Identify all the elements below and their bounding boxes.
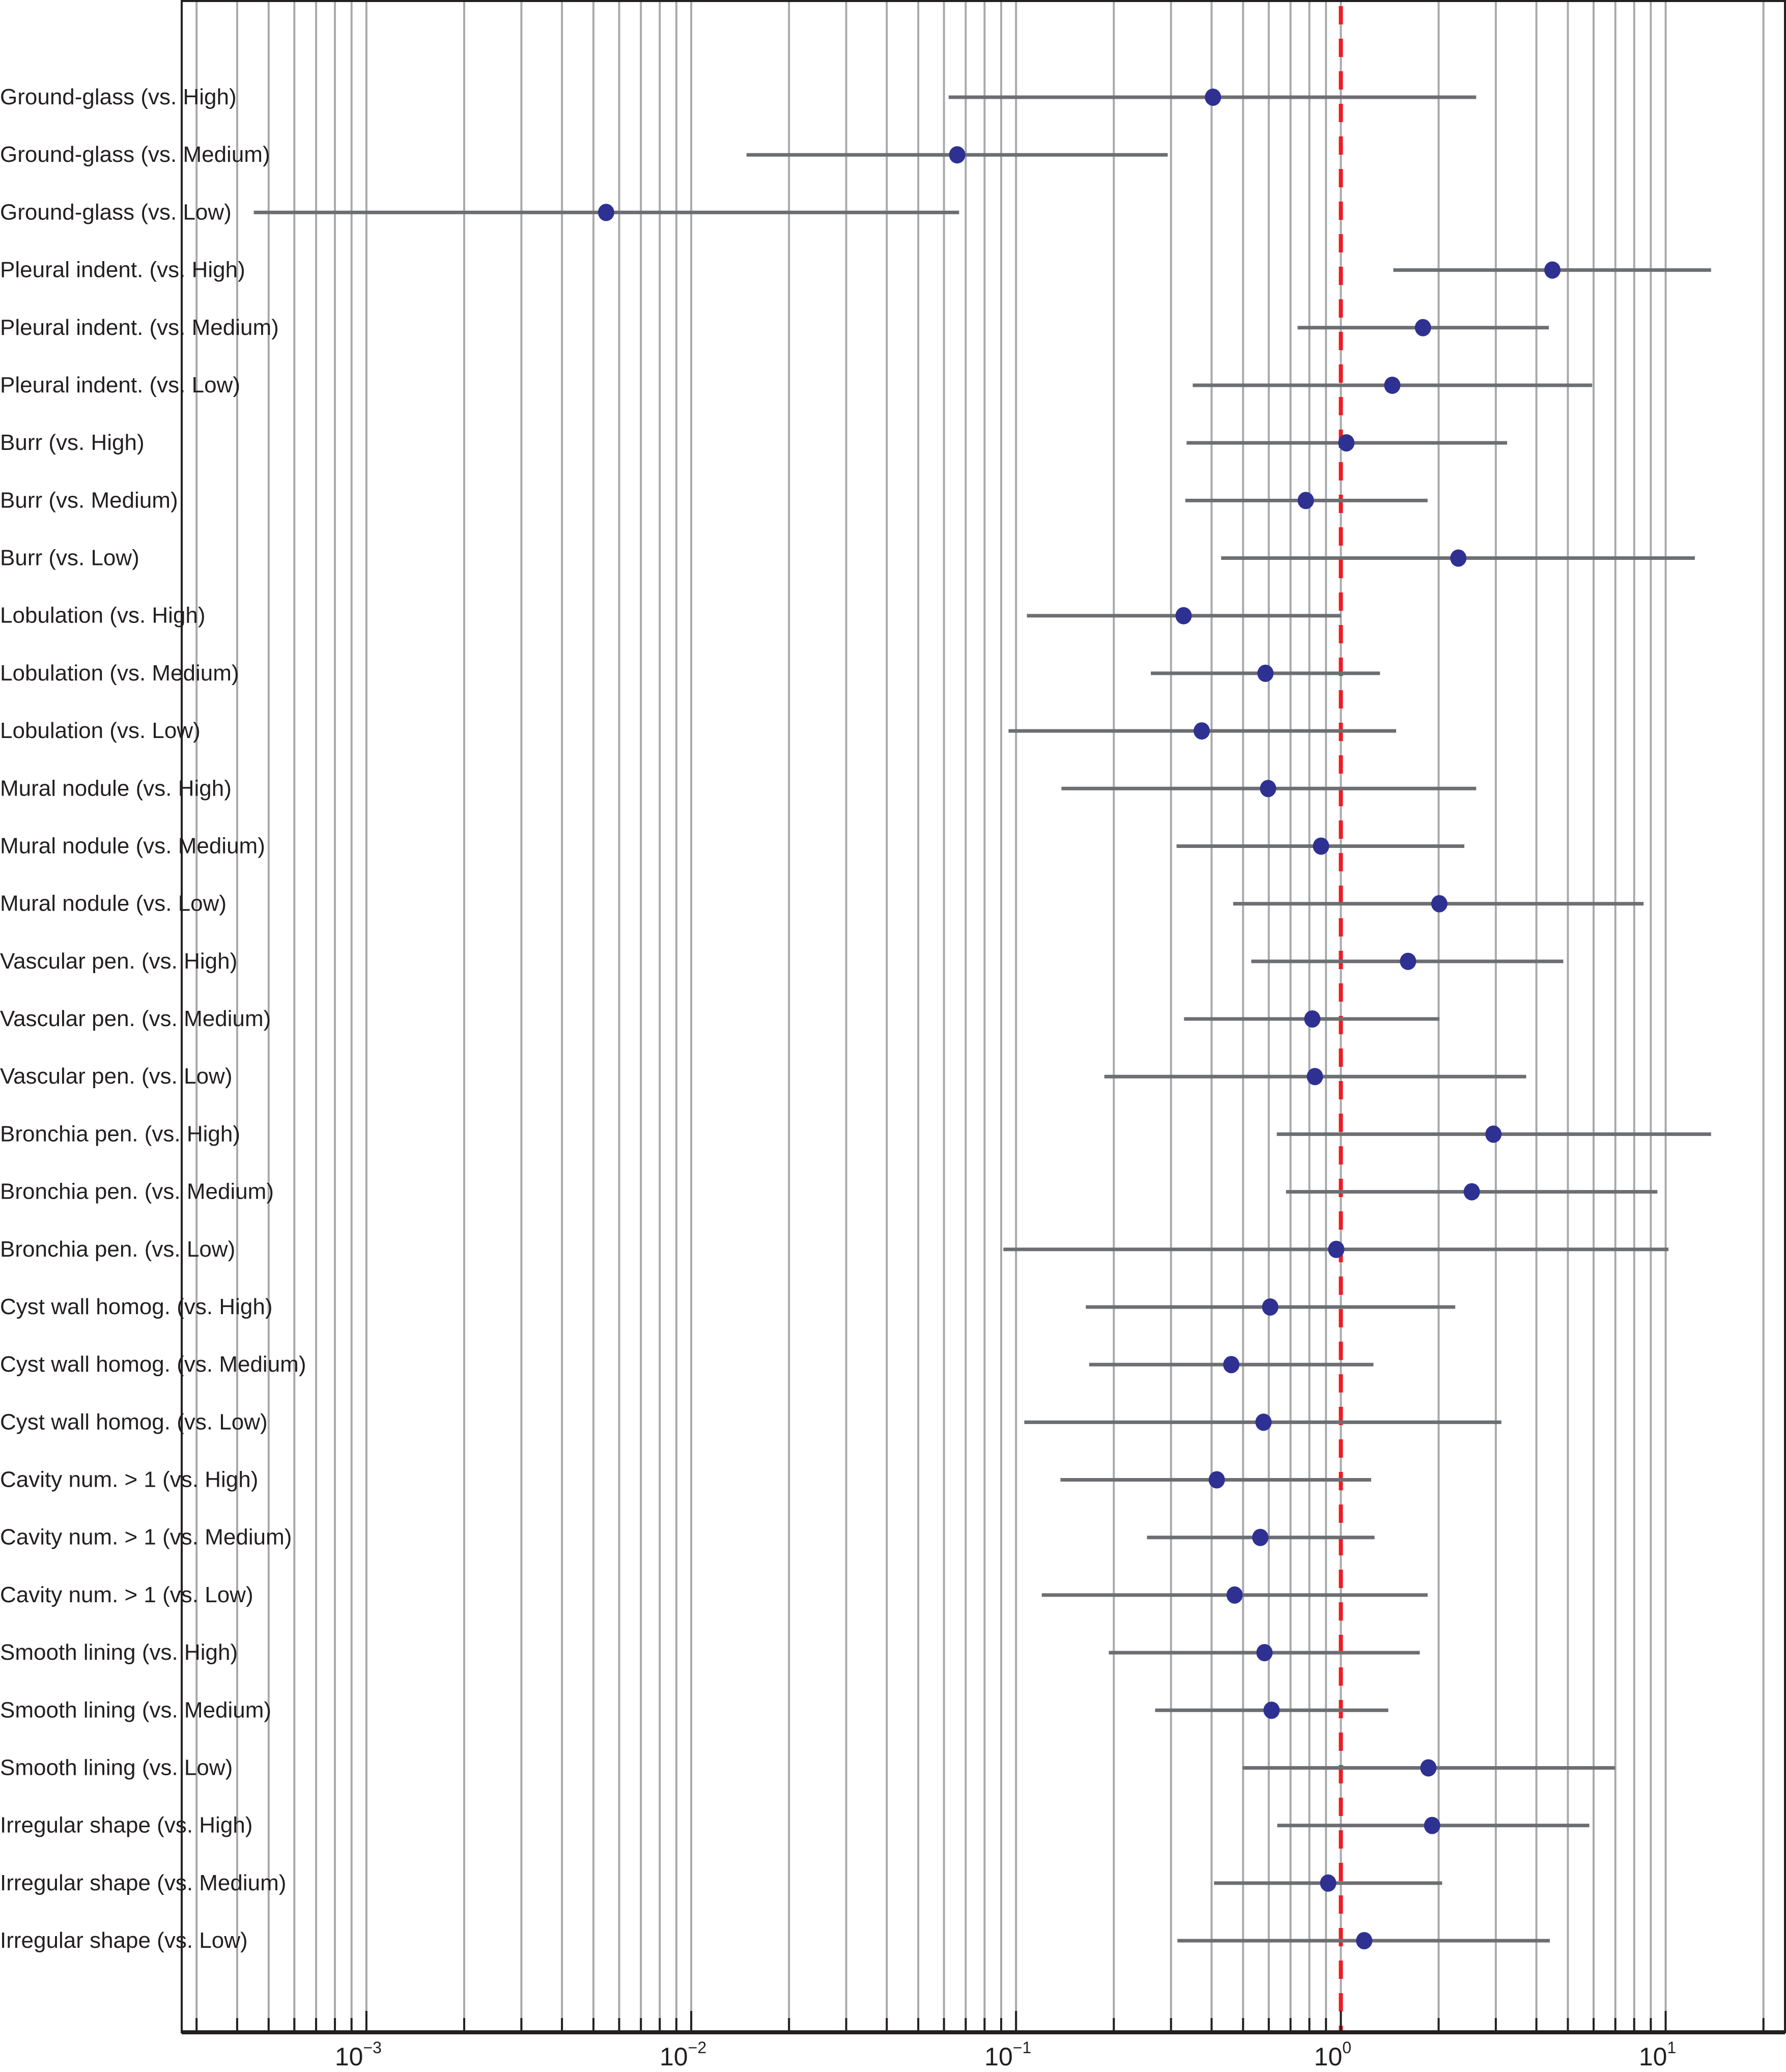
x-tick-labels: 10−3 10−2 10−1 100 101 — [335, 2038, 1676, 2071]
row-label: Mural nodule (vs. High) — [0, 776, 232, 801]
row-label: Irregular shape (vs. High) — [0, 1813, 252, 1838]
row-label: Cyst wall homog. (vs. Low) — [0, 1409, 268, 1434]
point-estimate — [949, 146, 966, 164]
row-label: Vascular pen. (vs. High) — [0, 949, 237, 974]
point-estimate — [1485, 1125, 1502, 1143]
point-estimate — [1414, 319, 1431, 336]
point-estimate — [1356, 1932, 1373, 1949]
point-estimate — [1205, 89, 1222, 106]
row-label: Ground-glass (vs. High) — [0, 84, 237, 109]
point-estimate — [1262, 1298, 1279, 1316]
point-estimate — [1400, 952, 1416, 970]
point-estimate — [1304, 1010, 1321, 1028]
gridlines — [195, 1, 1765, 2032]
point-estimate — [1307, 1068, 1323, 1086]
point-estimate — [1463, 1183, 1480, 1201]
tick-exponent: −3 — [363, 2038, 381, 2057]
row-label: Burr (vs. Medium) — [0, 488, 178, 513]
point-estimate — [1544, 261, 1561, 279]
point-estimate — [1256, 1644, 1273, 1662]
point-estimate — [1257, 664, 1274, 682]
row-label: Cyst wall homog. (vs. Medium) — [0, 1352, 306, 1377]
tick-base: 10 — [335, 2042, 363, 2071]
row-label: Vascular pen. (vs. Low) — [0, 1064, 232, 1089]
row-label: Burr (vs. Low) — [0, 546, 139, 571]
x-tick-label: 10−3 — [335, 2038, 382, 2071]
x-tick-label: 101 — [1639, 2038, 1676, 2071]
row-label: Lobulation (vs. High) — [0, 603, 206, 628]
point-estimate — [1424, 1816, 1440, 1834]
x-tick-label: 100 — [1314, 2038, 1351, 2071]
point-estimate — [598, 204, 614, 221]
point-estimate — [1252, 1528, 1269, 1546]
row-label: Mural nodule (vs. Low) — [0, 891, 226, 916]
row-label: Lobulation (vs. Medium) — [0, 661, 239, 686]
point-estimates — [598, 89, 1561, 1949]
row-label: Smooth lining (vs. Medium) — [0, 1697, 271, 1722]
point-estimate — [1320, 1874, 1337, 1892]
row-label: Pleural indent. (vs. Low) — [0, 373, 240, 398]
point-estimate — [1226, 1586, 1243, 1604]
row-label: Cyst wall homog. (vs. High) — [0, 1294, 272, 1319]
point-estimate — [1338, 434, 1355, 452]
row-label: Bronchia pen. (vs. High) — [0, 1121, 240, 1146]
row-label: Pleural indent. (vs. Medium) — [0, 315, 279, 340]
axes — [181, 0, 1786, 2034]
row-label: Ground-glass (vs. Medium) — [0, 142, 270, 167]
row-labels: Ground-glass (vs. High) Ground-glass (vs.… — [0, 84, 306, 1953]
row-label: Burr (vs. High) — [0, 430, 145, 455]
x-tick-label: 10−2 — [660, 2038, 706, 2071]
tick-exponent: −2 — [688, 2038, 706, 2057]
tick-exponent: 0 — [1342, 2038, 1351, 2057]
tick-base: 10 — [660, 2042, 688, 2071]
row-label: Mural nodule (vs. Medium) — [0, 833, 265, 858]
point-estimate — [1223, 1356, 1240, 1374]
row-label: Lobulation (vs. Low) — [0, 718, 201, 743]
row-label: Ground-glass (vs. Low) — [0, 200, 232, 224]
row-label: Pleural indent. (vs. High) — [0, 258, 245, 282]
row-label: Bronchia pen. (vs. Low) — [0, 1237, 235, 1262]
x-tick-label: 10−1 — [984, 2038, 1031, 2071]
tick-exponent: 1 — [1667, 2038, 1676, 2057]
point-estimate — [1255, 1413, 1272, 1431]
point-estimate — [1194, 722, 1210, 740]
row-label: Cavity num. > 1 (vs. High) — [0, 1467, 258, 1492]
point-estimate — [1431, 895, 1448, 913]
point-estimate — [1263, 1701, 1280, 1719]
tick-base: 10 — [1314, 2042, 1343, 2071]
point-estimate — [1420, 1759, 1437, 1777]
point-estimate — [1175, 607, 1192, 625]
row-label: Vascular pen. (vs. Medium) — [0, 1006, 271, 1031]
point-estimate — [1313, 837, 1329, 855]
plot-frame — [181, 0, 1786, 2033]
point-estimate — [1208, 1471, 1225, 1489]
row-label: Cavity num. > 1 (vs. Low) — [0, 1582, 253, 1607]
point-estimate — [1328, 1240, 1345, 1258]
tick-base: 10 — [1639, 2042, 1667, 2071]
point-estimate — [1384, 376, 1401, 394]
point-estimate — [1260, 780, 1277, 798]
row-label: Smooth lining (vs. Low) — [0, 1755, 233, 1780]
confidence-intervals — [253, 95, 1711, 1943]
row-label: Bronchia pen. (vs. Medium) — [0, 1179, 274, 1204]
row-label: Irregular shape (vs. Low) — [0, 1928, 248, 1953]
row-label: Irregular shape (vs. Medium) — [0, 1870, 286, 1895]
tick-base: 10 — [984, 2042, 1013, 2071]
row-label: Cavity num. > 1 (vs. Medium) — [0, 1525, 292, 1550]
point-estimate — [1297, 492, 1314, 509]
row-label: Smooth lining (vs. High) — [0, 1640, 238, 1665]
point-estimate — [1450, 549, 1467, 567]
tick-exponent: −1 — [1013, 2038, 1031, 2057]
